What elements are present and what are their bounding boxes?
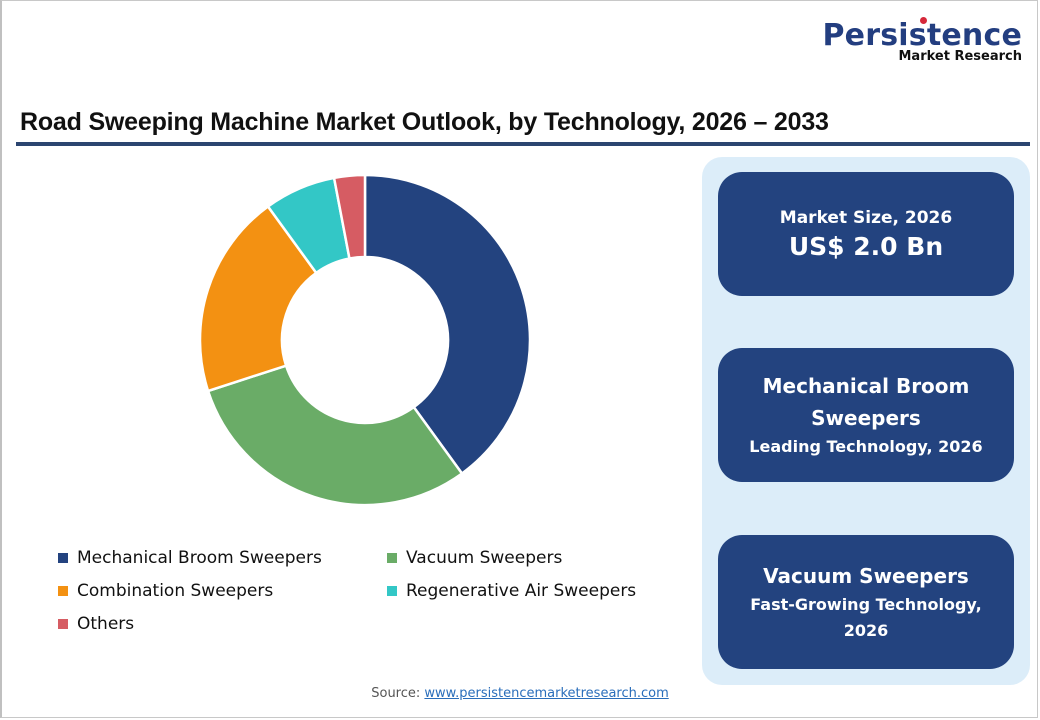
fastest-growing-name: Vacuum Sweepers xyxy=(763,564,969,588)
market-size-card: Market Size, 2026 US$ 2.0 Bn xyxy=(718,172,1014,296)
legend-swatch xyxy=(58,553,68,563)
key-stats-panel: Market Size, 2026 US$ 2.0 Bn Mechanical … xyxy=(702,157,1030,685)
legend-item-others: Others xyxy=(58,614,134,634)
star-icon xyxy=(919,17,927,24)
legend-swatch xyxy=(58,586,68,596)
legend-label: Mechanical Broom Sweepers xyxy=(77,548,322,568)
donut-slice xyxy=(363,173,532,476)
leading-technology-label: Leading Technology, 2026 xyxy=(749,437,983,456)
leading-technology-card: Mechanical Broom Sweepers Leading Techno… xyxy=(718,348,1014,482)
chart-title: Road Sweeping Machine Market Outlook, by… xyxy=(20,108,829,136)
legend-swatch xyxy=(387,553,397,563)
legend-label: Regenerative Air Sweepers xyxy=(406,581,637,601)
logo-wordmark: Persistence xyxy=(822,18,1022,53)
logo-subtitle: Market Research xyxy=(898,49,1023,64)
legend-label: Vacuum Sweepers xyxy=(406,548,563,568)
legend-item-mechanical-broom: Mechanical Broom Sweepers xyxy=(58,548,322,568)
legend-swatch xyxy=(387,586,397,596)
legend-label: Combination Sweepers xyxy=(77,581,274,601)
donut-slice xyxy=(206,364,464,507)
leading-technology-name: Mechanical Broom Sweepers xyxy=(762,374,970,430)
legend-item-regenerative-air: Regenerative Air Sweepers xyxy=(387,581,636,601)
donut-slice xyxy=(332,173,367,260)
title-divider xyxy=(16,142,1030,146)
market-size-value: US$ 2.0 Bn xyxy=(788,231,944,261)
donut-chart xyxy=(198,173,532,507)
fastest-growing-card: Vacuum Sweepers Fast-Growing Technology,… xyxy=(718,535,1014,669)
market-size-label: Market Size, 2026 xyxy=(779,207,953,228)
source-note: Source: www.persistencemarketresearch.co… xyxy=(0,686,1040,701)
donut-slice xyxy=(198,204,318,393)
source-link[interactable]: www.persistencemarketresearch.com xyxy=(424,686,669,701)
legend-item-vacuum: Vacuum Sweepers xyxy=(387,548,562,568)
fastest-growing-label: Fast-Growing Technology, 2026 xyxy=(750,595,982,640)
legend-item-combination: Combination Sweepers xyxy=(58,581,273,601)
source-label: Source: xyxy=(371,686,421,701)
legend-swatch xyxy=(58,619,68,629)
logo-main-text: Persistence xyxy=(822,17,1023,53)
legend-label: Others xyxy=(77,614,135,634)
logo: Persistence Market Research xyxy=(822,17,1023,64)
